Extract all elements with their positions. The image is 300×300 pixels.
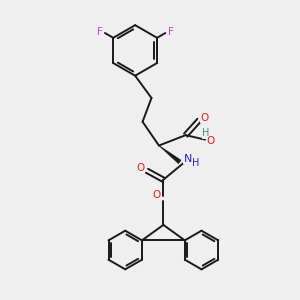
Text: O: O [206, 136, 214, 146]
Text: F: F [168, 27, 174, 37]
Text: O: O [200, 113, 208, 123]
Text: O: O [136, 164, 145, 173]
Text: H: H [192, 158, 200, 168]
Polygon shape [159, 146, 181, 164]
Text: F: F [97, 27, 103, 37]
Text: N: N [184, 154, 192, 164]
Text: H: H [202, 128, 210, 138]
Text: O: O [153, 190, 161, 200]
